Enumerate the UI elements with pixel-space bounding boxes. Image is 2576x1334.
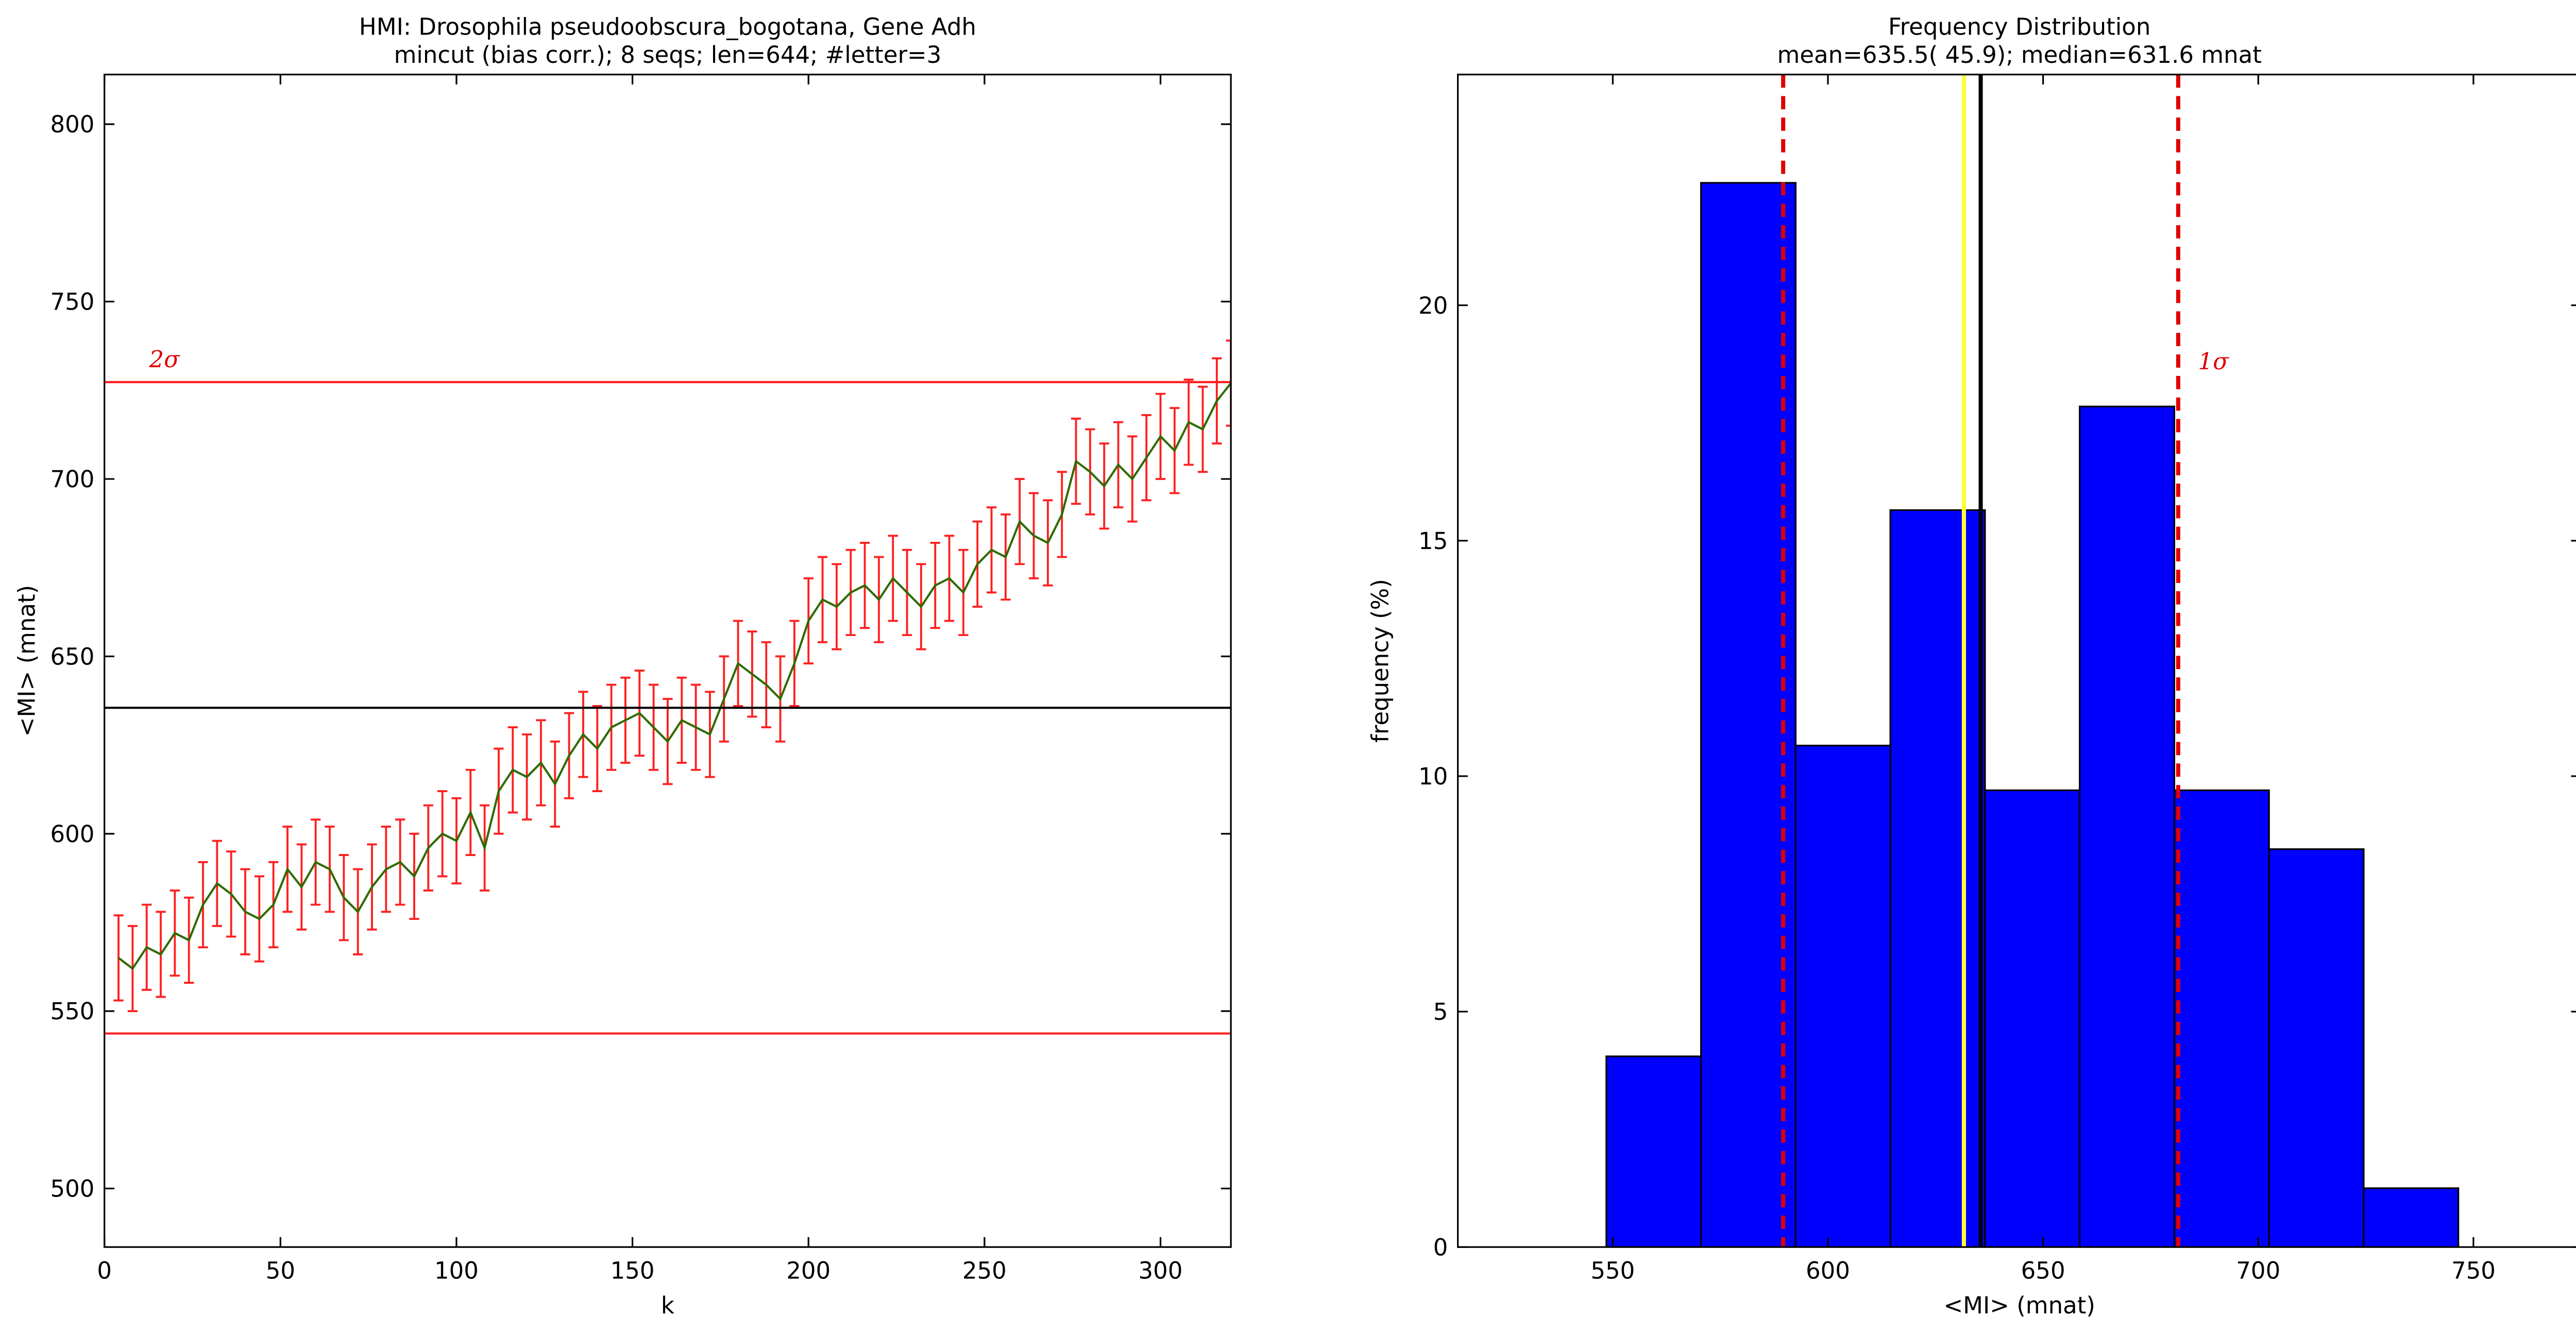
chart-subtitle: mean=635.5( 45.9); median=631.6 mnat [1777,41,2262,69]
axes-frame [1457,74,2576,1248]
x-tick-label: 50 [266,1257,295,1284]
histogram-bar [1605,1055,1702,1247]
plot-area [1605,74,2460,1247]
histogram-bar [1889,509,1986,1247]
axes-frame [104,74,1232,1248]
x-tick-label: 300 [1139,1257,1183,1284]
x-axis-label: <MI> (mnat) [1943,1292,2095,1319]
y-tick-label: 10 [1418,763,1448,790]
chart-title: Frequency Distribution [1888,13,2150,41]
plot-area [104,339,1231,1035]
y-tick-label: 700 [50,466,95,493]
histogram-bar [2173,789,2270,1247]
histogram-bar [1984,789,2081,1247]
y-tick-label: 800 [50,111,95,138]
y-tick-label: 5 [1433,998,1448,1025]
x-axis-label: k [661,1292,674,1319]
data-line [117,382,1231,970]
line-annotation: 1σ [2198,348,2229,375]
x-tick-label: 250 [962,1257,1007,1284]
histogram-bar [2363,1187,2460,1247]
y-tick-label: 550 [50,998,95,1025]
y-tick-label: 15 [1418,527,1448,555]
x-tick-label: 100 [434,1257,479,1284]
x-tick-label: 650 [2021,1257,2065,1284]
y-tick-label: 650 [50,643,95,670]
chart-title: HMI: Drosophila pseudoobscura_bogotana, … [359,13,976,41]
histogram-bar [2079,405,2175,1247]
chart-subtitle: mincut (bias corr.); 8 seqs; len=644; #l… [394,41,942,69]
error-bar [1226,339,1231,427]
x-tick-label: 200 [786,1257,831,1284]
y-axis-label: frequency (%) [1367,579,1394,743]
histogram-bar [1700,182,1797,1247]
y-tick-label: 20 [1418,292,1448,319]
x-tick-label: 700 [2236,1257,2280,1284]
x-tick-label: 550 [1590,1257,1635,1284]
histogram-bar [2268,848,2365,1247]
x-tick-label: 750 [2451,1257,2496,1284]
x-tick-label: 600 [1806,1257,1850,1284]
y-tick-label: 500 [50,1175,95,1203]
x-tick-label: 150 [611,1257,655,1284]
line-annotation: 2σ [149,346,181,373]
y-tick-label: 600 [50,820,95,848]
x-tick-label: 0 [97,1257,112,1284]
y-tick-label: 0 [1433,1234,1448,1261]
y-tick-label: 750 [50,288,95,316]
y-axis-label: <MI> (mnat) [13,585,41,737]
histogram-bar [1794,744,1891,1247]
